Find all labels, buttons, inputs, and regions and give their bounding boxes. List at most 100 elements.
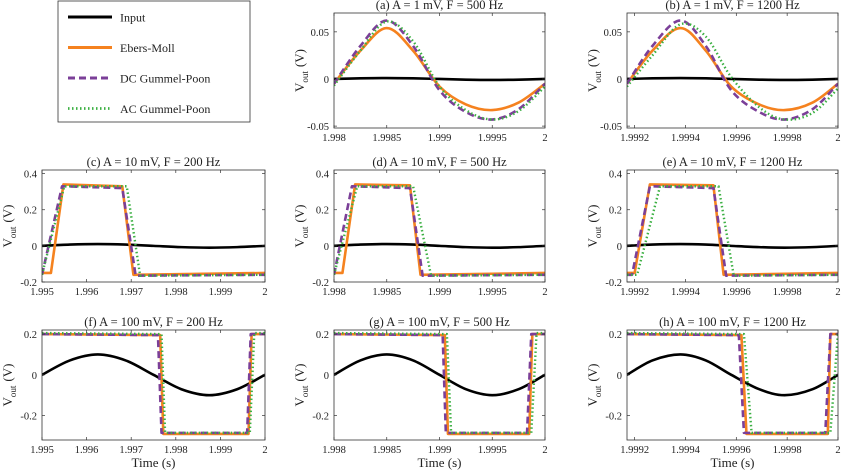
y-label-main: V [585,82,600,92]
series-line-ebers-moll [627,26,838,112]
y-tick-label: 0.05 [604,28,622,39]
x-tick-label: 1.9995 [478,287,507,298]
x-tick-label: 2 [835,133,840,144]
y-tick-label: 0.2 [316,206,329,217]
y-tick-label: 0.4 [316,170,330,181]
series-line-ac-gummel-poon [334,185,545,277]
x-tick-label: 1.995 [30,445,54,456]
series-line-dc-gummel-poon [42,332,265,435]
y-label-unit: (V) [585,205,600,223]
plot-area [334,170,545,282]
y-label-main: V [0,396,15,406]
x-tick-label: 1.995 [30,287,54,298]
series-line-input [627,242,838,249]
series-line-input [334,242,545,249]
y-axis-label: Vout (V) [292,205,310,248]
y-label-unit: (V) [292,364,307,382]
x-tick-label: 1.998 [164,445,188,456]
y-label-sub: out [8,226,18,238]
legend-label: Ebers-Moll [120,41,175,55]
x-tick-label: 1.999 [428,445,452,456]
y-label-unit: (V) [0,364,15,382]
y-tick-label: 0 [324,371,329,382]
x-tick-label: 1.9985 [372,133,401,144]
x-tick-label: 1.996 [75,445,99,456]
series-line-dc-gummel-poon [42,184,265,277]
x-tick-label: 1.997 [119,445,143,456]
y-label-sub: out [593,226,603,238]
y-tick-label: -0.05 [600,122,622,133]
plot-area [42,170,265,282]
y-label-unit: (V) [292,49,307,67]
y-tick-label: -0.2 [312,278,329,289]
x-tick-label: 2 [262,445,267,456]
x-tick-label: 1.9994 [671,287,701,298]
subplot-h: (h) A = 100 mV, F = 1200 Hz 1.9992 1.9994 1… [585,315,841,470]
x-tick-label: 1.9995 [478,133,507,144]
series-group [627,331,838,436]
series-line-dc-gummel-poon [627,19,838,121]
subplot-title: (h) A = 100 mV, F = 1200 Hz [659,315,806,329]
y-label-sub: out [593,71,603,83]
series-line-dc-gummel-poon [334,19,545,121]
legend-entry: DC Gummel-Poon [68,72,210,86]
series-group [627,19,838,121]
series-line-ac-gummel-poon [627,185,838,277]
legend: Input Ebers-Moll DC Gummel-Poon AC Gummel-P… [57,0,251,123]
y-tick-label: 0.2 [609,330,622,341]
y-label-main: V [585,396,600,406]
series-line-dc-gummel-poon [334,184,545,277]
series-group [334,19,545,121]
series-line-input [334,353,545,397]
x-tick-label: 1.9985 [372,287,401,298]
plot-area [627,330,838,440]
y-label-unit: (V) [585,49,600,67]
y-tick-label: 0 [617,371,622,382]
x-tick-label: 2 [542,287,547,298]
series-line-ac-gummel-poon [42,185,265,277]
series-line-ac-gummel-poon [627,22,838,121]
x-tick-label: 2 [542,445,547,456]
x-tick-label: 1.9994 [671,133,701,144]
plot-area [334,330,545,440]
subplot-f: (f) A = 100 mV, F = 200 Hz 1.995 1.996 1.99… [0,315,268,470]
y-tick-label: 0.05 [311,28,329,39]
x-tick-label: 1.9992 [620,445,649,456]
legend-box [57,0,251,123]
y-tick-label: 0.2 [316,330,329,341]
legend-entry: AC Gummel-Poon [68,102,210,116]
y-label-unit: (V) [585,364,600,382]
legend-label: AC Gummel-Poon [120,102,210,116]
x-tick-label: 1.999 [209,287,233,298]
y-tick-label: 0 [617,242,622,253]
x-tick-label: 1.9996 [722,133,751,144]
x-tick-label: 2 [835,445,840,456]
y-tick-label: -0.2 [605,412,622,423]
subplot-b: (b) A = 1 mV, F = 1200 Hz 1.9992 1.9994 1.9… [585,0,841,144]
axes-frame [41,329,266,441]
y-label-main: V [292,82,307,92]
series-line-ac-gummel-poon [42,331,265,435]
y-label-sub: out [300,226,310,238]
y-tick-label: 0 [324,75,329,86]
series-group [42,183,265,277]
y-label-sub: out [593,385,603,397]
y-label-unit: (V) [292,205,307,223]
x-tick-label: 1.9992 [620,287,649,298]
plot-area [627,170,838,282]
y-axis-label: Vout (V) [585,364,603,407]
subplot-title: (c) A = 10 mV, F = 200 Hz [87,155,221,169]
y-label-sub: out [300,71,310,83]
y-tick-label: -0.2 [605,278,622,289]
x-tick-label: 1.9995 [478,445,507,456]
x-tick-label: 2 [542,133,547,144]
plot-area [334,13,545,128]
x-tick-label: 2 [835,287,840,298]
subplot-title: (e) A = 10 mV, F = 1200 Hz [663,155,803,169]
y-tick-label: 0.2 [24,330,37,341]
axes-frame [41,169,266,283]
legend-label: Input [120,11,146,25]
y-label-sub: out [8,385,18,397]
y-tick-label: 0.4 [24,170,38,181]
